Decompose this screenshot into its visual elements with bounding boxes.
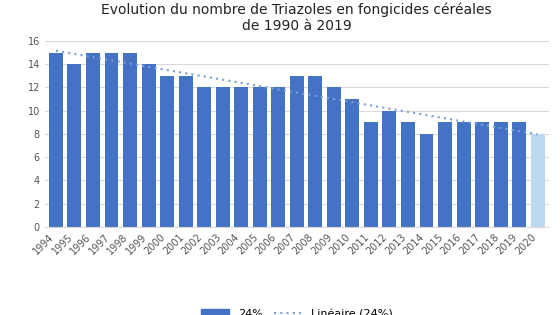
Legend: 24%, Linéaire (24%): 24%, Linéaire (24%) bbox=[197, 305, 397, 315]
Bar bbox=[382, 111, 396, 227]
Bar bbox=[364, 122, 378, 227]
Bar bbox=[234, 87, 248, 227]
Bar bbox=[456, 122, 470, 227]
Bar bbox=[68, 64, 81, 227]
Bar bbox=[512, 122, 526, 227]
Bar bbox=[494, 122, 507, 227]
Bar bbox=[531, 134, 545, 227]
Bar bbox=[327, 87, 341, 227]
Bar bbox=[475, 122, 489, 227]
Bar bbox=[253, 87, 267, 227]
Bar bbox=[86, 53, 100, 227]
Title: Evolution du nombre de Triazoles en fongicides céréales
de 1990 à 2019: Evolution du nombre de Triazoles en fong… bbox=[101, 2, 492, 33]
Bar bbox=[142, 64, 156, 227]
Bar bbox=[49, 53, 63, 227]
Bar bbox=[272, 87, 285, 227]
Bar bbox=[105, 53, 119, 227]
Bar bbox=[401, 122, 415, 227]
Bar bbox=[419, 134, 433, 227]
Bar bbox=[197, 87, 211, 227]
Bar bbox=[346, 99, 360, 227]
Bar bbox=[179, 76, 193, 227]
Bar bbox=[309, 76, 322, 227]
Bar bbox=[438, 122, 452, 227]
Bar bbox=[216, 87, 230, 227]
Bar bbox=[160, 76, 174, 227]
Bar bbox=[123, 53, 137, 227]
Bar bbox=[290, 76, 304, 227]
